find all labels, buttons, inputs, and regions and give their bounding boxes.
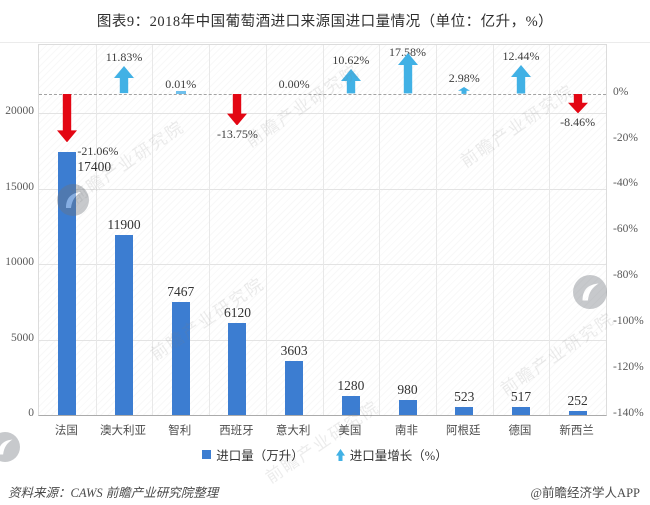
gridline-vertical: [209, 45, 211, 415]
tick-label-right: -120%: [613, 361, 644, 374]
growth-arrow-up-icon: [510, 65, 531, 94]
bar-意大利: [285, 360, 304, 415]
legend: 进口量（万升） 进口量增长（%）: [0, 445, 650, 464]
bar-value-label: 11900: [107, 217, 141, 233]
legend-item: 进口量增长（%）: [335, 445, 448, 464]
growth-label: 0.00%: [278, 76, 310, 91]
growth-arrow-down-icon: [57, 93, 78, 142]
growth-tiny-marker: [175, 90, 186, 94]
bar-新西兰: [568, 411, 587, 415]
growth-arrow-down-icon: [227, 93, 248, 126]
bar-value-label: 3603: [280, 342, 308, 358]
bar-西班牙: [228, 322, 247, 415]
growth-arrow-up-icon: [458, 86, 471, 94]
tick-label-right: -40%: [613, 177, 638, 190]
bar-value-label: 7467: [167, 284, 195, 300]
growth-arrow-up-icon: [397, 53, 418, 94]
footer-source: 资料来源：CAWS 前瞻产业研究院整理: [8, 486, 219, 500]
category-label: 阿根廷: [446, 425, 481, 437]
tick-label-right: 0%: [613, 85, 629, 98]
growth-label: 0.01%: [165, 76, 197, 91]
tick-label-right: -100%: [613, 315, 644, 328]
growth-label: -13.75%: [216, 127, 258, 142]
category-label: 新西兰: [559, 425, 594, 437]
category-label: 德国: [508, 425, 532, 437]
category-label: 西班牙: [219, 425, 254, 437]
bar-value-label: 523: [454, 389, 475, 405]
growth-label: 12.44%: [502, 49, 540, 64]
growth-label: 17.58%: [389, 45, 427, 59]
gridline-vertical: [152, 45, 154, 415]
gridline-vertical: [549, 45, 551, 415]
growth-arrow-down-icon: [567, 93, 588, 113]
bar-美国: [341, 395, 360, 415]
bar-value-label: 252: [567, 393, 588, 409]
legend-label: 进口量（万升）: [216, 449, 304, 463]
chart-title: 图表9：2018年中国葡萄酒进口来源国进口量情况（单位：亿升，%）: [96, 14, 554, 30]
tick-label-left: 20000: [5, 105, 34, 117]
growth-arrow-up-icon: [114, 66, 135, 94]
tick-label-right: -140%: [613, 407, 644, 419]
tick-label-right: -60%: [613, 223, 638, 236]
bar-value-label: 980: [397, 382, 418, 398]
growth-label: 10.62%: [332, 53, 370, 68]
category-label: 美国: [338, 425, 362, 437]
bar-阿根廷: [455, 407, 474, 415]
bar-value-label: 517: [510, 389, 532, 405]
gridline-vertical: [492, 45, 494, 415]
tick-label-right: -20%: [613, 131, 638, 144]
growth-label: -21.06%: [77, 143, 119, 158]
legend-arrow-up-marker-icon: [335, 448, 345, 461]
zero-percent-dashed-line: [39, 93, 606, 95]
bar-澳大利亚: [115, 235, 134, 415]
gridline-vertical: [379, 45, 381, 415]
bar-南非: [398, 400, 417, 415]
category-label: 南非: [395, 425, 419, 437]
bar-法国: [58, 152, 77, 415]
growth-arrow-up-icon: [340, 69, 361, 94]
gridline-vertical: [435, 45, 437, 415]
tick-label-left: 10000: [5, 256, 34, 268]
growth-label: 2.98%: [448, 70, 480, 85]
gridline-vertical: [95, 45, 97, 415]
tick-label-right: -80%: [613, 269, 638, 282]
tick-label-left: 0: [28, 407, 34, 419]
gridline-vertical: [322, 45, 324, 415]
category-label: 法国: [54, 425, 78, 437]
bar-value-label: 1280: [337, 377, 365, 393]
category-label: 智利: [168, 425, 192, 437]
bar-value-label: 17400: [77, 159, 112, 175]
plot-area: 17400 11900 7467 6120 3603 1280 980 523 517 252 -2…: [38, 44, 607, 416]
category-label: 意大利: [275, 425, 311, 437]
legend-square-marker-icon: [202, 450, 212, 459]
bar-value-label: 6120: [223, 304, 251, 320]
bar-德国: [511, 407, 530, 415]
legend-label: 进口量增长（%）: [349, 449, 448, 463]
tick-label-left: 15000: [5, 180, 34, 193]
legend-item: 进口量（万升）: [202, 445, 304, 464]
gridline-vertical: [265, 45, 267, 415]
bar-智利: [171, 302, 190, 415]
title-divider: [0, 42, 650, 43]
tick-label-left: 5000: [11, 331, 34, 344]
growth-label: -8.46%: [560, 115, 596, 130]
growth-label: 11.83%: [105, 50, 143, 65]
footer-credit: @前瞻经济学人APP: [530, 486, 640, 500]
category-label: 澳大利亚: [100, 425, 147, 437]
